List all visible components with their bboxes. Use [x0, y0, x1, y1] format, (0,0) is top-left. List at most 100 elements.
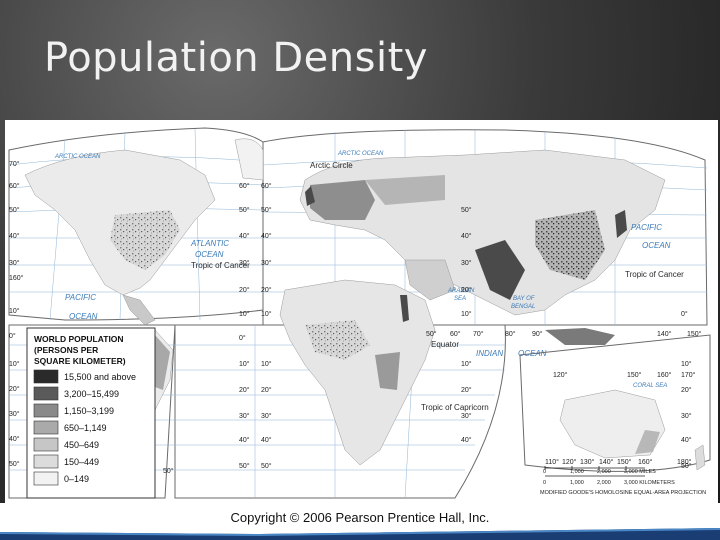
equator-longitude-label: 140° — [657, 330, 672, 338]
left-latitude-label: 0° — [9, 332, 16, 340]
nile-density — [400, 295, 409, 322]
arctic-ocean-west-label: ARCTIC OCEAN — [54, 154, 101, 160]
mid-latitude-label: 40° — [239, 232, 250, 240]
coral-sea-label: CORAL SEA — [633, 383, 667, 389]
left-latitude-labels: 70° 60° 50° 40° 30° 160° 10° 0° 10° 20° 30° 40° 50° — [9, 160, 24, 468]
right-edge-latitude-label: 20° — [681, 386, 692, 394]
indonesia — [545, 328, 615, 345]
right-edge-latitude-label: 40° — [681, 436, 692, 444]
bottom-longitude-label: 140° — [599, 458, 614, 466]
mid-latitude-label: 30° — [261, 259, 272, 267]
australia-land — [559, 389, 666, 459]
indian-ocean-label-2: OCEAN — [518, 349, 547, 358]
legend-title-line-1: WORLD POPULATION — [34, 334, 124, 344]
mid-latitude-label: 10° — [239, 310, 250, 318]
mid-latitude-label: 40° — [239, 436, 250, 444]
legend-swatch — [33, 420, 59, 435]
right-edge-latitude-label: 0° — [681, 310, 688, 318]
equator-longitude-labels: 50° 60° 70° 80° 90° 140° 150° — [426, 330, 702, 338]
british-isles — [305, 186, 315, 206]
central-america — [122, 294, 156, 326]
map-frame: ARCTIC OCEAN ARCTIC OCEAN ATLANTIC OCEAN… — [5, 120, 718, 503]
legend-swatch — [33, 369, 59, 384]
left-latitude-label: 50° — [9, 460, 20, 468]
right-edge-latitude-label: 30° — [681, 412, 692, 420]
scale-miles-label: 1,000 — [570, 469, 584, 475]
bottom-longitude-label: 180° — [677, 458, 692, 466]
scale-km-label: 1,000 — [570, 480, 584, 486]
equator-longitude-label: 70° — [473, 330, 484, 338]
tropic-cancer-east-label: Tropic of Cancer — [625, 270, 684, 279]
pacific-ocean-west-label-2: OCEAN — [642, 241, 671, 250]
legend-title-line-2: (PERSONS PER — [34, 345, 98, 355]
japan — [615, 210, 627, 238]
bottom-longitude-label: 130° — [580, 458, 595, 466]
pacific-ocean-east-label-1: PACIFIC — [65, 293, 96, 302]
mid-latitude-label: 30° — [239, 259, 250, 267]
bottom-longitude-label: 120° — [562, 458, 577, 466]
tropic-capricorn-label: Tropic of Capricorn — [421, 403, 489, 412]
russia-density — [365, 175, 445, 205]
arctic-ocean-east-label: ARCTIC OCEAN — [337, 151, 384, 157]
mid-latitude-label: 50° — [239, 462, 250, 470]
right-edge-latitude-label: 10° — [681, 360, 692, 368]
copyright-credit: Copyright © 2006 Pearson Prentice Hall, … — [230, 510, 490, 525]
mid-latitude-label: 10° — [261, 360, 272, 368]
equator-label: Equator — [431, 340, 459, 349]
australia-coast-density — [635, 430, 660, 454]
greenland — [234, 138, 264, 181]
legend-item-label: 150–449 — [64, 457, 99, 467]
arabian-sea-label-2: SEA — [454, 296, 466, 302]
bottom-longitude-label: 110° — [545, 458, 559, 466]
tropic-cancer-west-label: Tropic of Cancer — [191, 261, 250, 270]
mid-latitude-label: 40° — [261, 232, 272, 240]
map-legend: WORLD POPULATION (PERSONS PER SQUARE KIL… — [26, 327, 156, 499]
legend-item-label: 0–149 — [64, 474, 89, 484]
mid-latitude-label: 50° — [261, 206, 272, 214]
mid-latitude-label: 20° — [261, 386, 272, 394]
atlantic-ocean-label-1: ATLANTIC — [190, 239, 229, 248]
scale-km-label: 0 — [543, 480, 546, 486]
atlantic-ocean-label-2: OCEAN — [195, 250, 224, 259]
mid-latitude-label: 60° — [239, 182, 250, 190]
pacific-ocean-east-label-2: OCEAN — [69, 312, 98, 321]
legend-item-label: 650–1,149 — [64, 423, 107, 433]
mid-latitude-label: 50° — [261, 462, 272, 470]
left-latitude-label: 30° — [9, 410, 20, 418]
equator-longitude-label: 150° — [687, 330, 702, 338]
legend-rows: 15,500 and above 3,200–15,499 1,150–3,199 6… — [33, 369, 136, 486]
right-latitude-labels-2: 0° 10° 20° 30° 40° 50° — [681, 310, 692, 470]
scale-miles-label: 3,000 MILES — [624, 469, 656, 475]
right-latitude-labels: 50° 40° 30° 20° 10° 10° 20° 30° 40° — [461, 206, 472, 444]
mid-latitude-labels-a: 60° 50° 40° 30° 20° 10° 0° 10° 20° 30° 40° 50° — [239, 182, 250, 470]
new-zealand — [694, 444, 706, 471]
mid-latitude-label: 40° — [261, 436, 272, 444]
tropic-longitude-label: 120° — [553, 371, 568, 379]
right-latitude-label: 40° — [461, 436, 472, 444]
right-latitude-label: 20° — [461, 386, 472, 394]
right-latitude-label: 30° — [461, 412, 472, 420]
legend-swatch — [33, 437, 59, 452]
left-latitude-label: 10° — [9, 307, 20, 315]
right-latitude-label: 10° — [461, 360, 472, 368]
equator-longitude-label: 80° — [505, 330, 516, 338]
mid-latitude-label: 30° — [261, 412, 272, 420]
right-latitude-label: 50° — [461, 206, 472, 214]
south-asia-density — [475, 240, 525, 300]
slide-title: Population Density — [44, 35, 428, 81]
projection-label: MODIFIED GOODE'S HOMOLOSINE EQUAL-AREA P… — [540, 490, 706, 496]
left-latitude-label: 40° — [9, 232, 20, 240]
east-asia-density — [535, 210, 605, 280]
europe-density — [310, 180, 375, 220]
east-africa-density — [375, 352, 400, 390]
legend-item-label: 15,500 and above — [64, 372, 136, 382]
legend-item-label: 450–649 — [64, 440, 99, 450]
mid-latitude-label: 20° — [239, 386, 250, 394]
legend-title-line-3: SQUARE KILOMETER) — [34, 356, 126, 366]
mid-latitude-label: 20° — [261, 286, 272, 294]
legend-swatch — [33, 386, 59, 401]
left-bottom-longitude-label: 50° — [163, 467, 174, 475]
mid-latitude-label: 10° — [261, 310, 272, 318]
mid-latitude-label: 30° — [239, 412, 250, 420]
